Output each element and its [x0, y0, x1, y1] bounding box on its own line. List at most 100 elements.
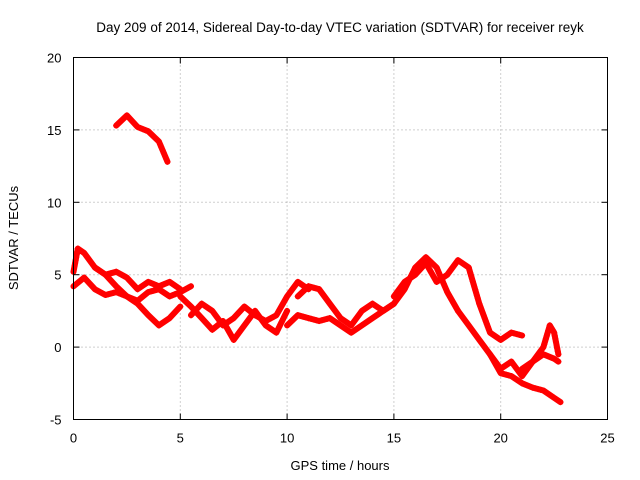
data-point — [545, 327, 552, 334]
data-point — [470, 281, 477, 288]
data-point — [535, 386, 542, 393]
data-point — [164, 158, 171, 165]
data-point — [551, 329, 558, 336]
data-point — [473, 292, 480, 299]
y-axis-label: SDTVAR / TECUs — [6, 185, 21, 290]
data-point — [555, 358, 562, 365]
data-point — [161, 281, 168, 288]
data-point — [280, 316, 287, 323]
data-point — [131, 296, 138, 303]
data-point — [441, 283, 448, 290]
data-point — [434, 267, 441, 274]
data-point — [274, 326, 281, 333]
data-point — [107, 290, 114, 297]
series-track-a — [70, 245, 184, 329]
series-track-g — [284, 300, 397, 336]
data-point — [542, 338, 549, 345]
x-axis-label: GPS time / hours — [291, 458, 390, 473]
data-point — [155, 138, 162, 145]
data-point — [310, 316, 317, 323]
y-tick-label: 10 — [47, 195, 61, 210]
data-point — [142, 127, 149, 134]
data-point — [529, 384, 536, 391]
data-point — [110, 289, 117, 296]
data-point — [473, 289, 480, 296]
x-tick-label: 0 — [70, 431, 77, 446]
data-point — [468, 275, 475, 282]
data-point — [552, 335, 559, 342]
data-point — [305, 283, 312, 290]
data-point — [554, 345, 561, 352]
data-point — [113, 289, 120, 296]
data-point — [157, 141, 164, 148]
data-point — [553, 342, 560, 349]
data-point — [297, 312, 304, 319]
data-point — [166, 293, 173, 300]
data-point — [321, 316, 328, 323]
data-point — [302, 314, 309, 321]
data-point — [435, 269, 442, 276]
data-point — [147, 288, 154, 295]
data-point — [107, 270, 114, 277]
x-tick-label: 15 — [387, 431, 401, 446]
data-point — [305, 315, 312, 322]
data-point — [433, 264, 440, 271]
x-tick-label: 25 — [600, 431, 614, 446]
data-point — [139, 126, 146, 133]
data-point — [519, 332, 526, 339]
data-point — [524, 382, 531, 389]
data-point — [544, 330, 551, 337]
data-point — [324, 315, 331, 322]
series-track-h — [294, 254, 461, 329]
data-point — [123, 293, 130, 300]
data-point — [282, 310, 289, 317]
data-point — [476, 300, 483, 307]
data-point — [163, 280, 170, 287]
data-point — [485, 326, 492, 333]
data-point — [465, 264, 472, 271]
data-point — [468, 272, 475, 279]
data-point — [134, 124, 141, 131]
y-tick-label: 20 — [47, 51, 61, 66]
data-point — [158, 144, 165, 151]
y-tick-label: 15 — [47, 123, 61, 138]
data-point — [527, 383, 534, 390]
series-track-c — [91, 264, 184, 293]
data-point — [159, 147, 166, 154]
data-point — [440, 280, 447, 287]
data-point — [313, 285, 320, 292]
data-point — [158, 282, 165, 289]
data-point — [555, 351, 562, 358]
data-point — [542, 335, 549, 342]
data-point — [443, 286, 450, 293]
data-point — [316, 318, 323, 325]
data-point — [115, 290, 122, 297]
data-point — [177, 303, 184, 310]
series-track-k — [487, 351, 564, 406]
data-point — [118, 291, 125, 298]
data-point — [276, 324, 283, 331]
y-tick-label: 0 — [54, 340, 61, 355]
data-point — [478, 306, 485, 313]
x-tick-labels: 0 5 10 15 20 25 — [70, 431, 615, 446]
data-point — [537, 386, 544, 393]
data-point — [497, 370, 504, 377]
data-point — [521, 381, 528, 388]
data-point — [277, 321, 284, 328]
data-point — [483, 320, 490, 327]
data-point — [466, 267, 473, 274]
data-point — [552, 338, 559, 345]
data-point — [503, 371, 510, 378]
data-point — [516, 331, 523, 338]
data-point — [475, 297, 482, 304]
y-tick-labels: -5 0 5 10 15 20 — [47, 51, 61, 428]
data-point — [471, 283, 478, 290]
data-point — [155, 283, 162, 290]
data-point — [474, 295, 481, 302]
series-track-l — [519, 322, 562, 372]
data-point — [105, 270, 112, 277]
data-point — [145, 289, 152, 296]
data-point — [467, 270, 474, 277]
data-point — [102, 271, 109, 278]
